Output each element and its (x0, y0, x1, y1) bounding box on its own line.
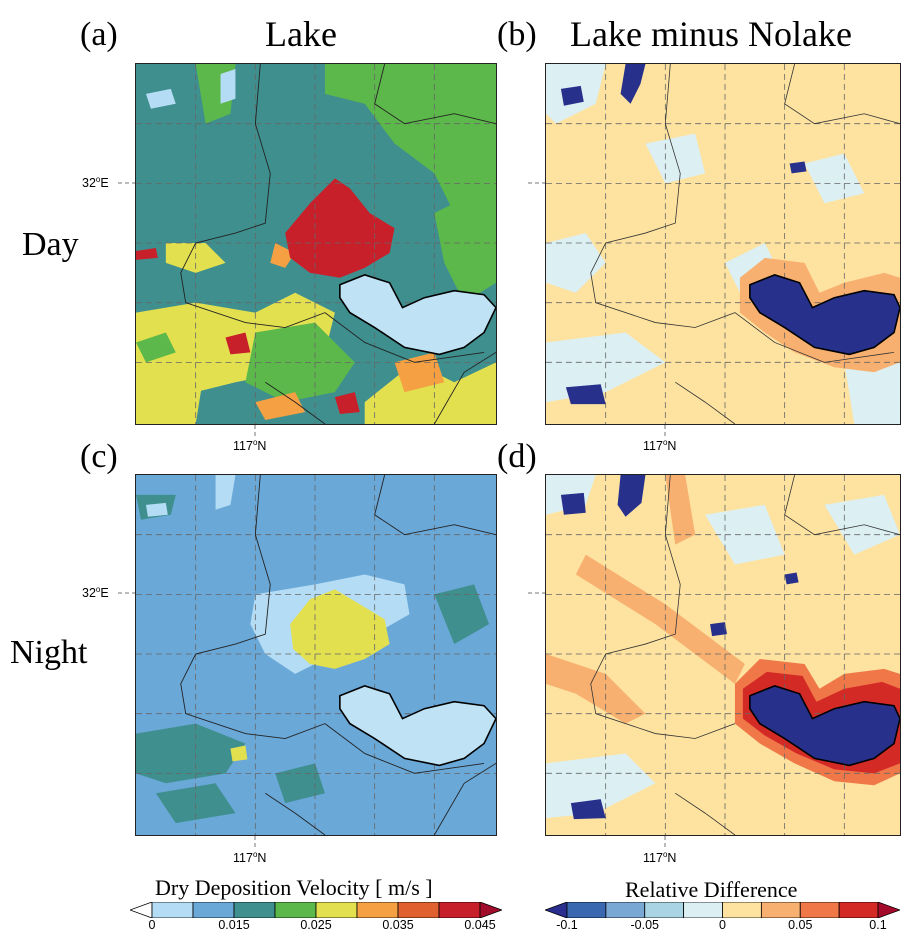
colorbar-left-swatch-9 (479, 902, 502, 918)
colorbar-left-swatch-1 (151, 902, 194, 918)
colorbar-right-label-2: 0 (719, 918, 726, 932)
colorbar-left-swatch-6 (356, 902, 399, 918)
colorbar-title-relative-difference: Relative Difference (625, 877, 798, 902)
row-label-night: Night (10, 634, 88, 671)
colorbar-right-swatch-5 (722, 902, 762, 918)
panel-label-c: (c) (80, 438, 118, 475)
colorbar-left-label-2: 0.025 (300, 918, 332, 932)
colorbar-right-swatch-2 (605, 902, 646, 918)
colorbar-right-swatch-4 (683, 902, 723, 918)
colorbar-left-swatch-4 (274, 902, 317, 918)
lake-outline-a (339, 273, 496, 356)
colorbar-left-swatch-3 (233, 902, 276, 918)
column-title-lake: Lake (265, 14, 337, 54)
lake-outline-c (339, 684, 496, 767)
lon-tick-label-b: 117oN (643, 438, 677, 454)
colorbar-dry-deposition (130, 902, 502, 918)
panel-label-d: (d) (497, 438, 537, 475)
colorbar-left-labels: 0 0.015 0.025 0.035 0.045 (130, 918, 502, 933)
map-panel-night-difference (545, 474, 901, 836)
lake-outline-d (749, 684, 900, 767)
map-panel-night-lake (135, 474, 497, 836)
colorbar-right-swatch-1 (566, 902, 607, 918)
map-panel-day-difference (545, 63, 901, 425)
map-panel-day-lake (135, 63, 497, 425)
colorbar-left-label-0: 0 (148, 918, 156, 932)
colorbar-left-swatch-8 (438, 902, 481, 918)
lat-tick-label-a: 32oE (82, 175, 109, 191)
lon-tick-label-a: 117oN (233, 438, 267, 454)
row-label-day: Day (22, 226, 79, 263)
lat-tick-label-c: 32oE (82, 585, 109, 601)
colorbar-right-swatch-0 (545, 902, 568, 918)
lon-tick-label-d: 117oN (643, 850, 677, 866)
colorbar-right-swatch-8 (838, 902, 879, 918)
colorbar-left-swatch-7 (397, 902, 440, 918)
panel-label-b: (b) (497, 16, 537, 53)
colorbar-left-swatch-2 (192, 902, 235, 918)
colorbar-right-swatch-3 (644, 902, 685, 918)
column-title-lake-minus-nolake: Lake minus Nolake (570, 14, 852, 54)
colorbar-right-swatch-6 (760, 902, 801, 918)
lon-tick-label-c: 117oN (233, 850, 267, 866)
colorbar-right-swatch-9 (877, 902, 900, 918)
colorbar-right-labels: -0.1 -0.05 0 0.05 0.1 (545, 918, 900, 933)
colorbar-right-label-1: -0.05 (630, 918, 660, 932)
colorbar-left-label-3: 0.035 (382, 918, 414, 932)
colorbar-left-swatch-5 (315, 902, 358, 918)
colorbar-right-label-3: 0.05 (788, 918, 813, 932)
colorbar-left-label-1: 0.015 (218, 918, 250, 932)
colorbar-left-swatch-0 (130, 902, 153, 918)
colorbar-right-label-4: 0.1 (869, 918, 887, 932)
lake-outline-b (749, 273, 900, 356)
colorbar-title-dry-deposition: Dry Deposition Velocity [ m/s ] (155, 875, 433, 900)
colorbar-right-swatch-7 (799, 902, 840, 918)
colorbar-relative-difference (545, 902, 900, 918)
panel-label-a: (a) (80, 16, 118, 53)
colorbar-right-label-0: -0.1 (556, 918, 578, 932)
colorbar-left-label-4: 0.045 (464, 918, 496, 932)
